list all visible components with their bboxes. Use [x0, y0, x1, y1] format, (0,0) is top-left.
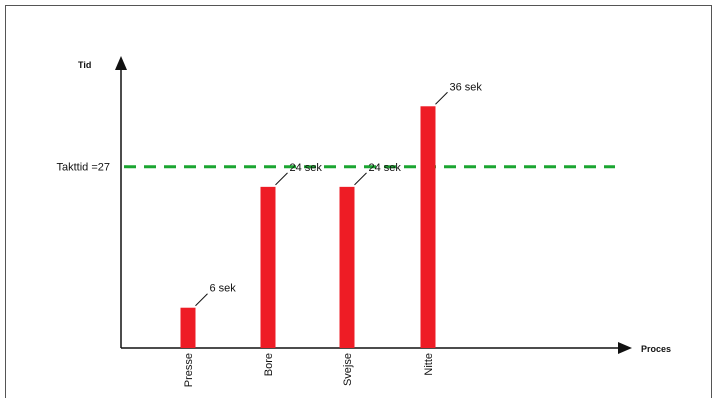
data-label-leaders: [195, 91, 448, 307]
bars: [180, 106, 436, 349]
bar-nitte: [420, 106, 436, 349]
data-label-svejse: 24 sek: [369, 162, 402, 174]
takt-time-label: Takttid =27: [56, 162, 110, 174]
bar-bore: [260, 186, 276, 348]
leader-nitte: [435, 91, 448, 105]
y-axis-label: Tid: [78, 60, 91, 70]
x-axis-arrow: [618, 342, 632, 354]
tick-label-bore: Bore: [263, 353, 275, 376]
x-axis-label: Proces: [641, 344, 671, 354]
tick-label-presse: Presse: [183, 353, 195, 387]
leader-presse: [195, 293, 208, 307]
takt-time-line: Takttid =27: [56, 162, 615, 174]
leader-bore: [275, 172, 288, 186]
leader-svejse: [354, 172, 367, 186]
bar-presse: [180, 307, 196, 348]
data-label-presse: 6 sek: [210, 283, 237, 295]
chart-frame: [5, 5, 712, 398]
data-labels: 6 sek 24 sek 24 sek 36 sek: [210, 81, 483, 294]
axes: Tid Proces: [78, 56, 671, 354]
bar-svejse: [339, 186, 355, 348]
data-label-nitte: 36 sek: [450, 81, 483, 93]
tick-label-svejse: Svejse: [342, 353, 354, 386]
tick-label-nitte: Nitte: [423, 353, 435, 376]
data-label-bore: 24 sek: [290, 162, 323, 174]
y-axis-arrow: [115, 56, 127, 70]
category-tick-labels: Presse Bore Svejse Nitte: [183, 353, 435, 387]
